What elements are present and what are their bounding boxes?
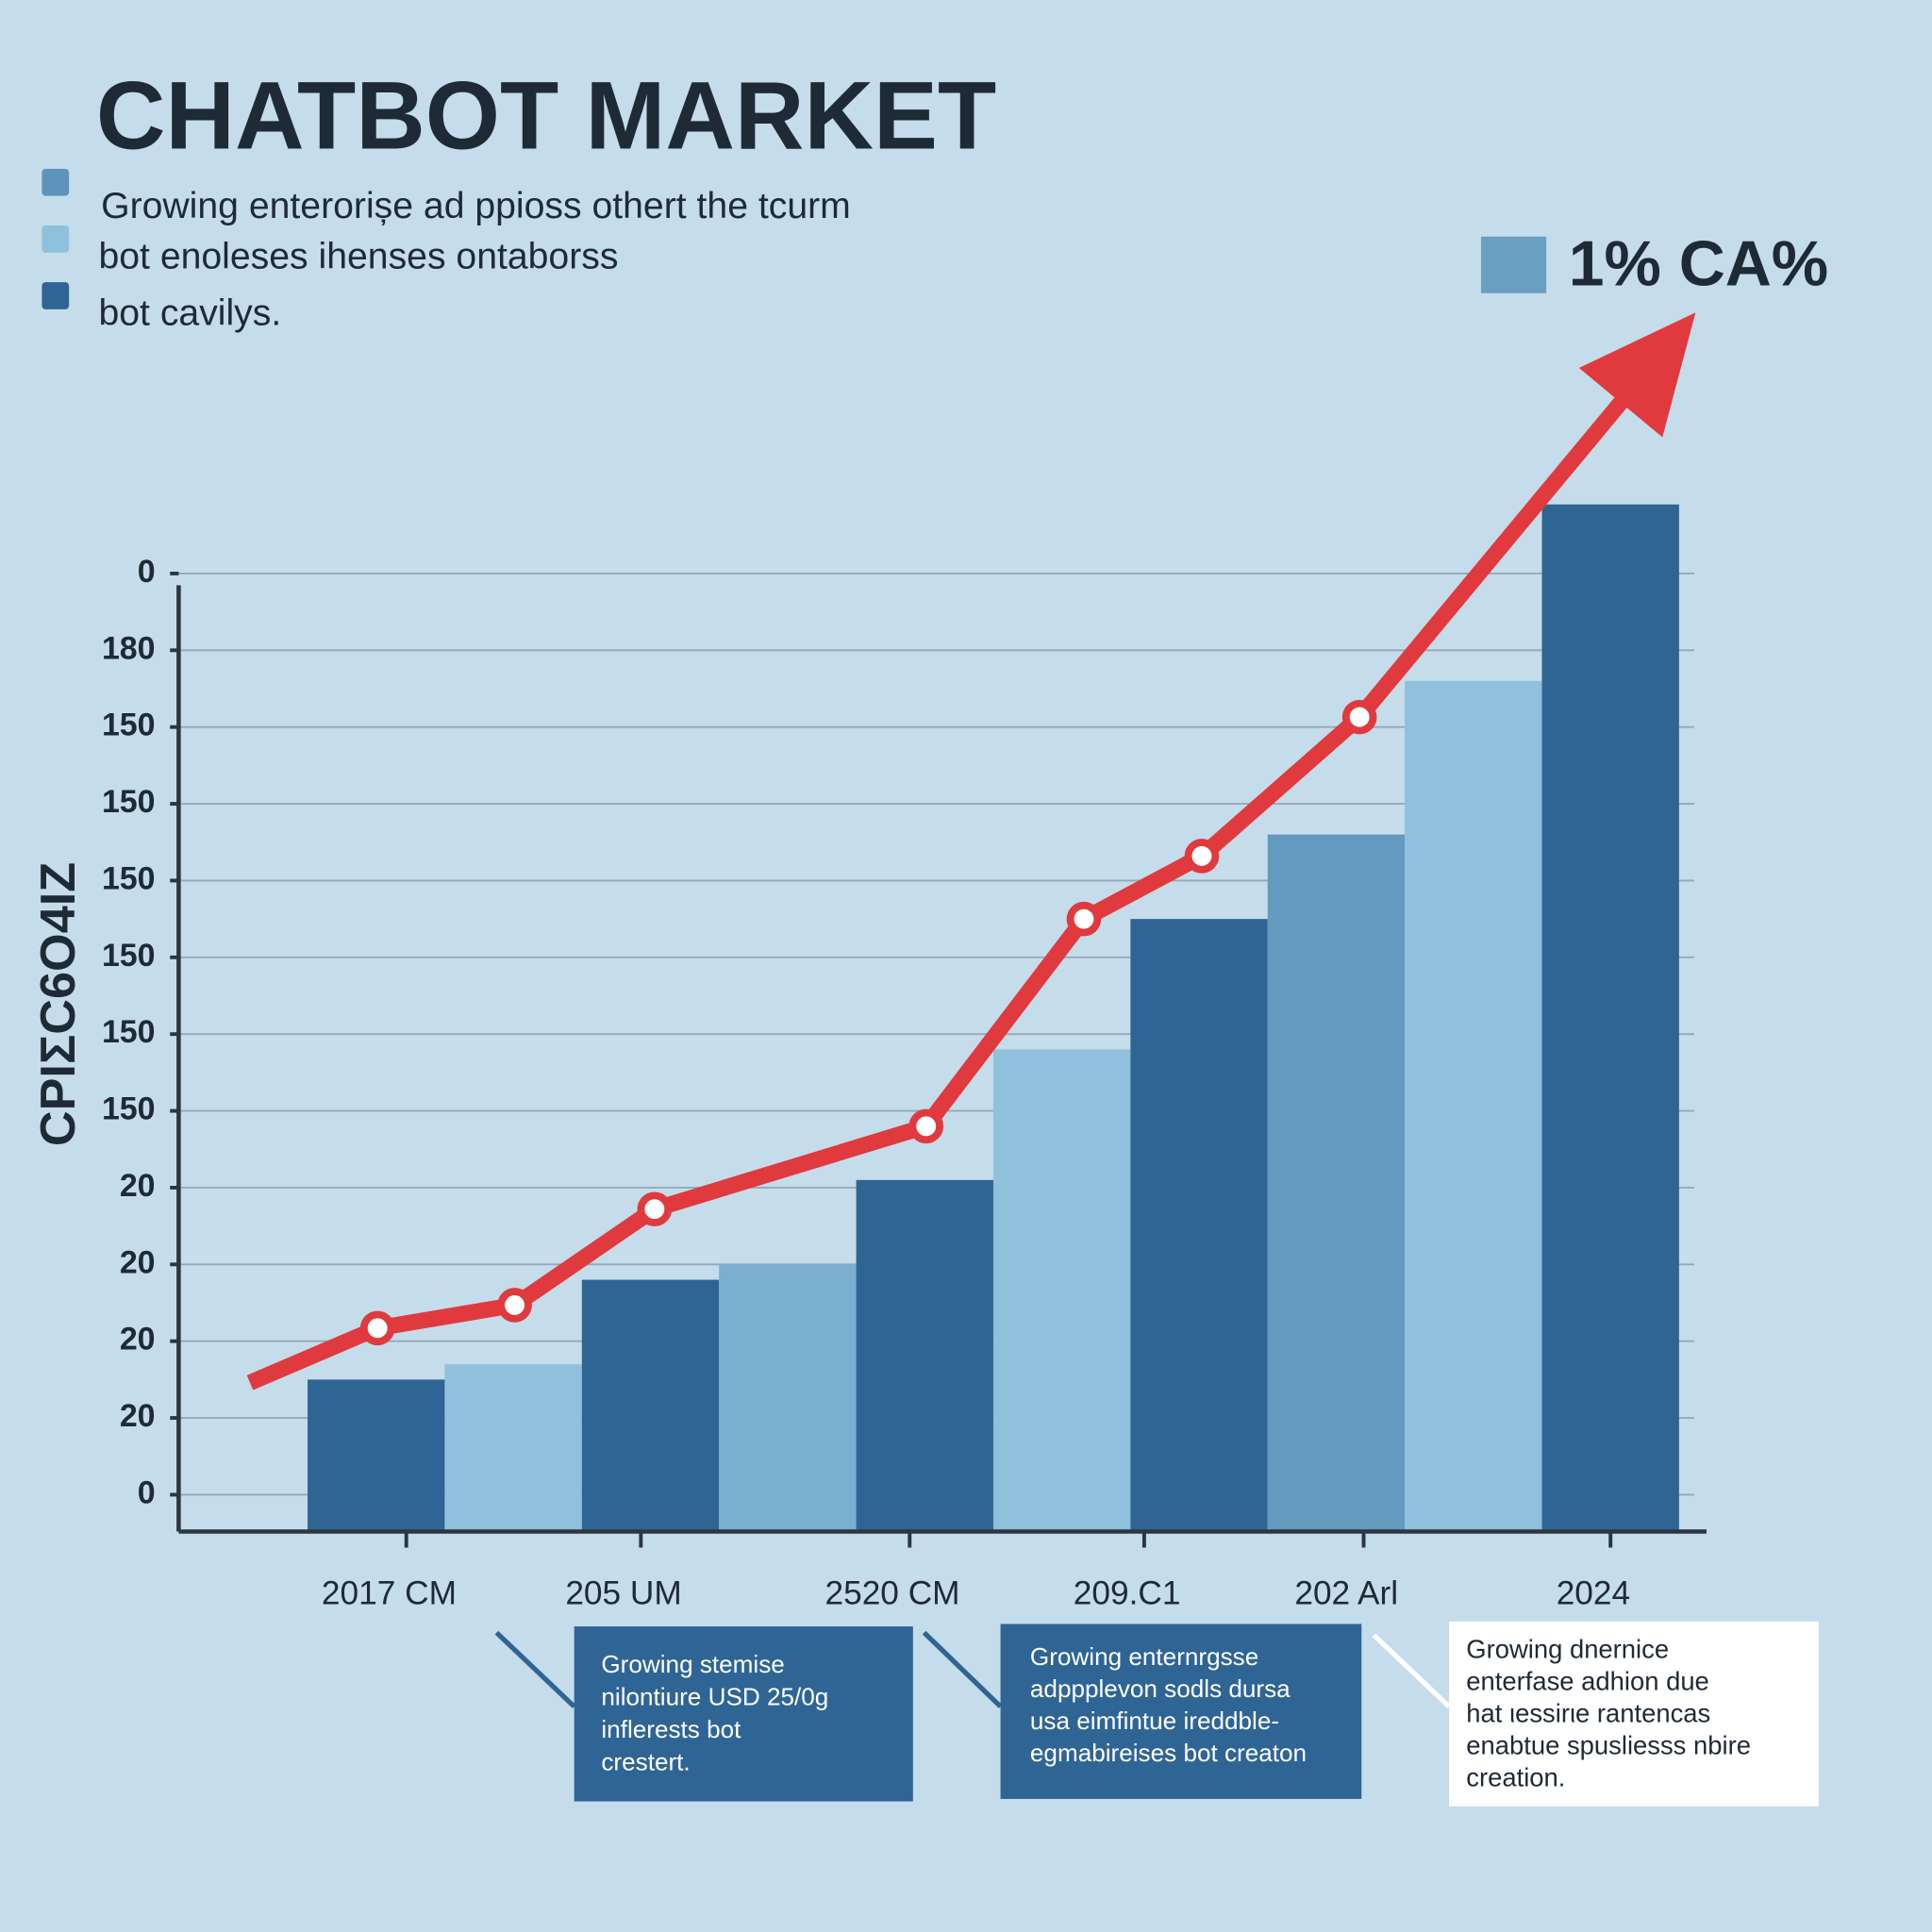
callout-box bbox=[1000, 1624, 1362, 1799]
callout-text: enterfase adhion due bbox=[1466, 1666, 1709, 1695]
callout-line bbox=[494, 1630, 576, 1708]
trend-arrowhead bbox=[1578, 312, 1696, 438]
legend-text: bot cavilys. bbox=[98, 293, 281, 334]
x-tick-label: 2024 bbox=[1557, 1575, 1630, 1612]
trend-marker bbox=[359, 1310, 395, 1346]
callout-text: egmabireises bot creaton bbox=[1030, 1739, 1307, 1767]
callout-text: inflerests bot bbox=[601, 1715, 741, 1743]
callout-text: adppplevon sodls dursa bbox=[1030, 1674, 1291, 1703]
y-tick-label: 150 bbox=[102, 938, 156, 974]
callout-text: hat ιessirιe rantencas bbox=[1466, 1698, 1710, 1727]
y-tick-label: 150 bbox=[102, 708, 156, 743]
callout-text: nilontiure USD 25/0g bbox=[601, 1682, 828, 1710]
y-tick-label: 150 bbox=[102, 1014, 156, 1050]
y-tick-label: 150 bbox=[102, 784, 156, 820]
y-tick-label: 20 bbox=[120, 1168, 156, 1204]
legend-swatch bbox=[42, 225, 70, 253]
callout-text: Growing dnernice bbox=[1466, 1634, 1669, 1663]
callout-box bbox=[1449, 1621, 1819, 1807]
callout-text: crestert. bbox=[601, 1748, 690, 1776]
y-tick-label: 150 bbox=[102, 1091, 156, 1127]
callout-line bbox=[1372, 1633, 1451, 1708]
callout-line bbox=[922, 1630, 1003, 1708]
trend-marker bbox=[1066, 901, 1102, 937]
bar bbox=[1405, 680, 1542, 1532]
x-tick-label: 2017 CM bbox=[322, 1575, 457, 1612]
trend-marker bbox=[908, 1108, 944, 1144]
legend-text: bot enoleses ihenses ontaborss bbox=[98, 237, 618, 277]
bar bbox=[1267, 834, 1406, 1532]
bar bbox=[856, 1179, 993, 1532]
callout-text: usa eimfintue ireddble- bbox=[1030, 1707, 1279, 1735]
bar bbox=[719, 1264, 857, 1532]
x-tick-label: 205 UM bbox=[565, 1575, 681, 1612]
bar bbox=[1541, 504, 1679, 1532]
y-tick-label: 0 bbox=[138, 554, 156, 590]
legend-swatch bbox=[42, 168, 70, 196]
callout-text: creation. bbox=[1466, 1762, 1565, 1791]
x-tick-label: 209.C1 bbox=[1074, 1575, 1181, 1612]
callout-text: Growing stemise bbox=[601, 1650, 784, 1678]
callout-box bbox=[574, 1626, 913, 1802]
chart-title: CHATBOT MARKET bbox=[96, 62, 996, 170]
y-tick-label: 0 bbox=[138, 1474, 156, 1510]
trend-marker bbox=[1184, 839, 1220, 874]
bar bbox=[308, 1379, 445, 1532]
y-tick-label: 20 bbox=[120, 1322, 156, 1357]
y-tick-label: 150 bbox=[102, 860, 156, 896]
callout-text: enabtue spusliesss nbire bbox=[1466, 1730, 1751, 1759]
y-axis-label: CPIΣC6O4IZ bbox=[31, 862, 86, 1146]
callout-text: Growing enternrgsse bbox=[1030, 1642, 1258, 1671]
y-tick-label: 20 bbox=[120, 1398, 156, 1434]
y-tick-label: 20 bbox=[120, 1244, 156, 1280]
x-tick-label: 2520 CM bbox=[824, 1575, 959, 1612]
legend-swatch bbox=[42, 282, 70, 309]
badge-swatch bbox=[1480, 236, 1547, 293]
bar bbox=[1130, 919, 1268, 1532]
bar bbox=[444, 1364, 582, 1532]
trend-marker bbox=[1341, 699, 1377, 735]
legend-text: Growing enterorișe ad ppioss othert the … bbox=[101, 186, 851, 226]
x-tick-label: 202 Arl bbox=[1294, 1575, 1398, 1612]
bar bbox=[992, 1049, 1131, 1532]
trend-marker bbox=[637, 1191, 673, 1227]
trend-marker bbox=[497, 1288, 532, 1323]
y-tick-label: 180 bbox=[102, 630, 156, 666]
bar bbox=[581, 1279, 720, 1532]
badge-text: 1% CA% bbox=[1569, 229, 1828, 300]
